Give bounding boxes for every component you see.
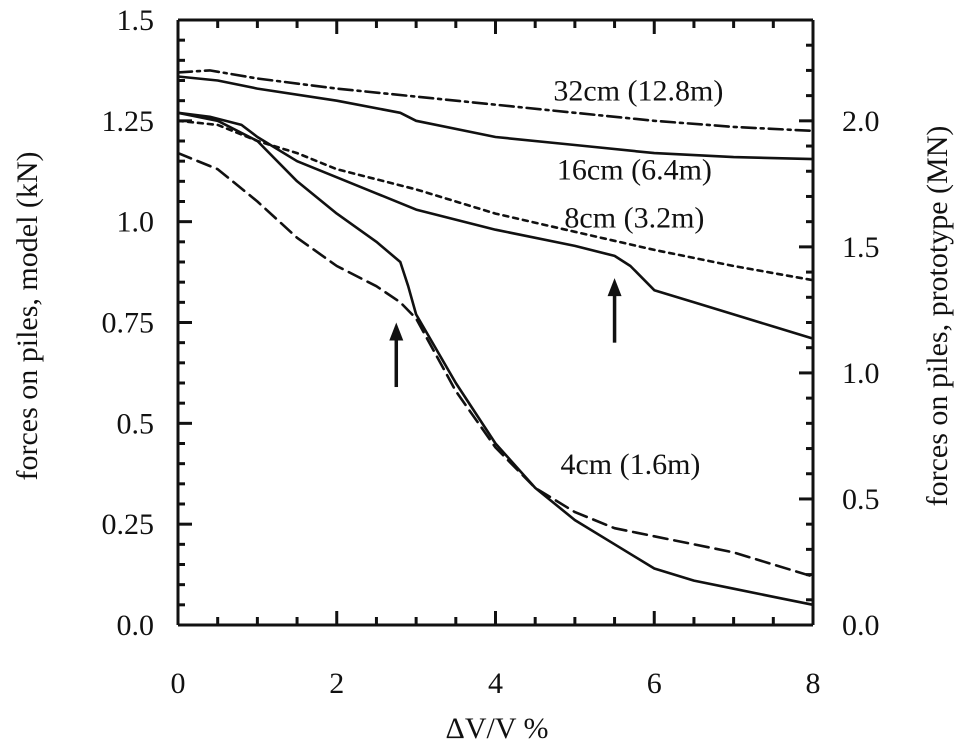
y-axis-title-left: forces on piles, model (kN)	[11, 151, 44, 480]
x-tick-label: 2	[329, 667, 344, 700]
y-tick-label-left: 0.5	[117, 407, 155, 440]
curve-label-1: 16cm (6.4m)	[557, 153, 712, 186]
annotation-layer: 32cm (12.8m) 16cm (6.4m) 8cm (3.2m) 4cm (1.…	[389, 75, 723, 481]
y-tick-label-left: 1.5	[117, 4, 155, 37]
series-line-2-solid	[176, 111, 815, 340]
y-tick-label-left: 1.25	[102, 105, 155, 138]
y-tick-label-right: 0.0	[842, 609, 880, 642]
series-line-3-dotted	[176, 119, 815, 282]
y-tick-label-left: 0.0	[117, 609, 155, 642]
y-tick-label-right: 1.0	[842, 357, 880, 390]
axes: 0 2 4 6 8 0.0 0.25 0.5 0.75 1.0 1.25 1.5 0.0 0.5 1.0 1.…	[102, 4, 880, 700]
x-axis-title: ΔV/V %	[446, 712, 549, 745]
series-layer	[176, 69, 815, 607]
arrow-marker-1	[607, 278, 622, 343]
curve-label-3: 4cm (1.6m)	[560, 448, 700, 481]
series-line-1-dash-dot	[176, 69, 815, 133]
y-tick-label-left: 0.25	[102, 508, 155, 541]
x-tick-label: 6	[647, 667, 662, 700]
curve-label-0: 32cm (12.8m)	[553, 75, 723, 108]
series-line-4-solid	[176, 111, 815, 607]
y-tick-label-right: 1.5	[842, 231, 880, 264]
curve-label-2: 8cm (3.2m)	[564, 202, 704, 235]
y-tick-label-right: 2.0	[842, 105, 880, 138]
x-tick-label: 4	[488, 667, 503, 700]
y-tick-label-left: 0.75	[102, 307, 155, 340]
series-line-5-dashed	[176, 151, 815, 578]
x-tick-label: 8	[806, 667, 821, 700]
x-tick-label: 0	[171, 667, 186, 700]
series-line-0-solid	[176, 75, 815, 161]
y-tick-label-left: 1.0	[117, 206, 155, 239]
y-tick-label-right: 0.5	[842, 483, 880, 516]
arrow-marker-0	[389, 322, 404, 388]
y-axis-title-right: forces on piles, prototype (MN)	[921, 126, 954, 507]
